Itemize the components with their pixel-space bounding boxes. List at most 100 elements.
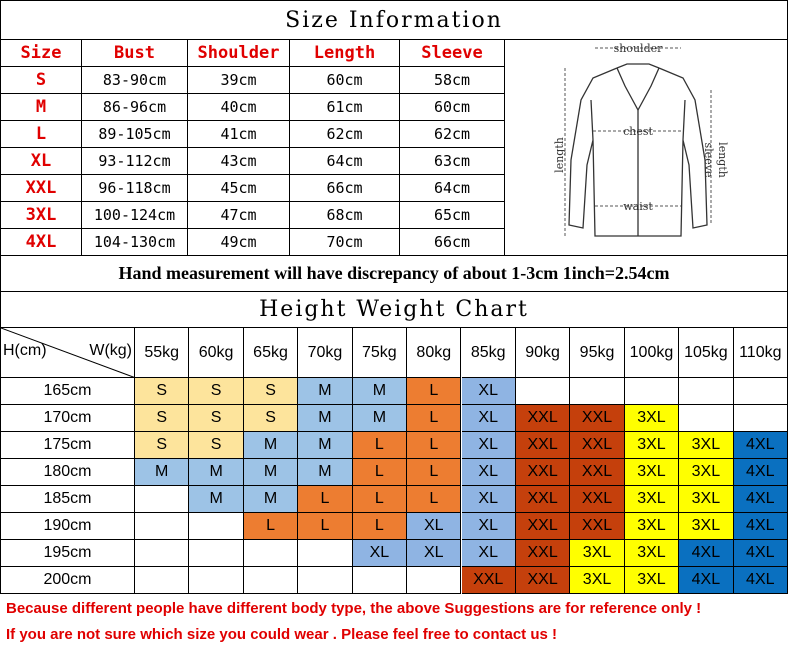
size-recommendation: M	[298, 405, 353, 432]
size-cell: 62cm	[400, 121, 505, 148]
height-label: 190cm	[0, 513, 135, 540]
size-recommendation	[189, 567, 244, 594]
chart-title: Height Weight Chart	[0, 292, 788, 328]
footer-line: Because different people have different …	[6, 600, 702, 617]
label-waist: waist	[623, 200, 653, 213]
size-recommendation: 3XL	[624, 432, 680, 459]
size-cell: 64cm	[290, 148, 400, 175]
size-recommendation: 3XL	[679, 459, 734, 486]
size-cell: S	[0, 67, 82, 94]
size-cell: 65cm	[400, 202, 505, 229]
size-recommendation: M	[243, 486, 299, 513]
weight-header: 95kg	[570, 328, 625, 378]
size-recommendation	[733, 405, 788, 432]
size-recommendation: XXL	[570, 432, 625, 459]
size-recommendation: XXL	[515, 540, 571, 567]
weight-header: 85kg	[461, 328, 516, 378]
weight-header: 105kg	[679, 328, 734, 378]
size-cell: 70cm	[290, 229, 400, 256]
size-recommendation: S	[243, 378, 299, 405]
size-recommendation: S	[189, 378, 244, 405]
size-recommendation	[679, 405, 734, 432]
size-recommendation: M	[189, 486, 244, 513]
weight-header: 70kg	[298, 328, 353, 378]
height-label: 170cm	[0, 405, 135, 432]
size-cell: 47cm	[188, 202, 290, 229]
size-recommendation: M	[243, 432, 299, 459]
size-cell: 100-124cm	[82, 202, 188, 229]
size-cell: L	[0, 121, 82, 148]
size-cell: 43cm	[188, 148, 290, 175]
size-recommendation: L	[407, 432, 462, 459]
size-cell: 49cm	[188, 229, 290, 256]
size-cell: 60cm	[290, 67, 400, 94]
size-recommendation: M	[298, 432, 353, 459]
size-recommendation	[679, 378, 734, 405]
weight-header: 60kg	[189, 328, 244, 378]
size-header: Sleeve	[400, 40, 505, 67]
size-recommendation: L	[407, 405, 462, 432]
size-cell: 66cm	[400, 229, 505, 256]
size-recommendation: XXL	[570, 405, 625, 432]
size-cell: 104-130cm	[82, 229, 188, 256]
size-cell: 96-118cm	[82, 175, 188, 202]
size-recommendation: S	[135, 378, 190, 405]
size-recommendation: XXL	[570, 486, 625, 513]
size-recommendation: XXL	[461, 567, 516, 594]
size-recommendation	[243, 540, 299, 567]
size-recommendation	[570, 378, 625, 405]
label-length: length	[553, 137, 566, 173]
size-cell: 64cm	[400, 175, 505, 202]
size-recommendation	[243, 567, 299, 594]
size-cell: 86-96cm	[82, 94, 188, 121]
label-sleeve-length: length	[716, 142, 729, 178]
size-cell: 89-105cm	[82, 121, 188, 148]
size-cell: 93-112cm	[82, 148, 188, 175]
size-recommendation: 4XL	[679, 540, 734, 567]
size-cell: 83-90cm	[82, 67, 188, 94]
size-recommendation: XL	[461, 405, 516, 432]
size-recommendation: 3XL	[679, 486, 734, 513]
label-sleeve: sleeve	[702, 142, 715, 177]
size-recommendation: 3XL	[570, 540, 625, 567]
footer-line: If you are not sure which size you could…	[6, 626, 557, 643]
size-recommendation: S	[243, 405, 299, 432]
size-recommendation: XXL	[515, 486, 571, 513]
size-header: Bust	[82, 40, 188, 67]
size-recommendation: XXL	[515, 405, 571, 432]
size-recommendation: M	[298, 459, 353, 486]
size-recommendation	[515, 378, 571, 405]
diagonal	[1, 328, 136, 378]
size-recommendation: XL	[461, 540, 516, 567]
size-recommendation: XL	[461, 486, 516, 513]
size-cell: XL	[0, 148, 82, 175]
diagram-cell: shoulder chest waist length sleeve lengt…	[505, 40, 788, 256]
size-recommendation: XXL	[515, 567, 571, 594]
size-recommendation: M	[352, 378, 408, 405]
size-recommendation: XL	[461, 432, 516, 459]
corner-cell: H(cm) W(kg)	[0, 328, 136, 378]
size-recommendation: L	[298, 486, 353, 513]
size-cell: 68cm	[290, 202, 400, 229]
size-recommendation: M	[352, 405, 408, 432]
size-recommendation: XXL	[570, 459, 625, 486]
size-recommendation	[189, 513, 244, 540]
size-recommendation: L	[243, 513, 299, 540]
size-cell: M	[0, 94, 82, 121]
size-recommendation: XL	[407, 540, 462, 567]
size-cell: 4XL	[0, 229, 82, 256]
size-recommendation: 3XL	[624, 459, 680, 486]
weight-header: 65kg	[243, 328, 299, 378]
size-cell: 41cm	[188, 121, 290, 148]
weight-header: 90kg	[515, 328, 571, 378]
weight-header: 110kg	[733, 328, 788, 378]
weight-header: 100kg	[624, 328, 680, 378]
size-recommendation: XXL	[515, 513, 571, 540]
height-label: 175cm	[0, 432, 135, 459]
size-recommendation: S	[135, 405, 190, 432]
size-recommendation	[298, 567, 353, 594]
size-cell: 63cm	[400, 148, 505, 175]
height-label: 165cm	[0, 378, 135, 405]
size-recommendation	[135, 486, 190, 513]
size-recommendation	[135, 567, 190, 594]
